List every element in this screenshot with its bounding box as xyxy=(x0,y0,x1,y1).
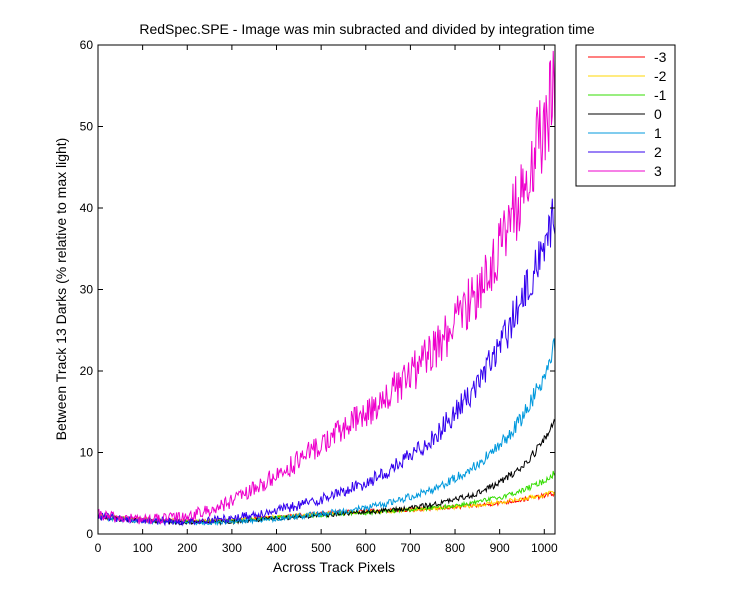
x-tick-label: 100 xyxy=(133,541,153,555)
series-line-1 xyxy=(98,338,555,527)
legend-label: 0 xyxy=(654,106,662,122)
chart-title: RedSpec.SPE - Image was min subracted an… xyxy=(139,21,594,37)
x-tick-label: 500 xyxy=(311,541,331,555)
legend-box xyxy=(575,44,676,187)
y-tick-label: 30 xyxy=(80,283,94,297)
x-tick-label: 1000 xyxy=(531,541,558,555)
x-tick-label: 0 xyxy=(95,541,102,555)
x-tick-label: 300 xyxy=(222,541,242,555)
legend-label: -2 xyxy=(654,68,667,84)
legend-label: 1 xyxy=(654,125,662,141)
x-tick-label: 900 xyxy=(490,541,510,555)
series-group xyxy=(98,50,555,527)
y-tick-label: 40 xyxy=(80,201,94,215)
x-tick-label: 400 xyxy=(267,541,287,555)
legend-label: 2 xyxy=(654,144,662,160)
y-tick-label: 50 xyxy=(80,120,94,134)
legend: -3 -2 -1 0 1 2 3 xyxy=(575,44,676,187)
x-tick-label: 700 xyxy=(400,541,420,555)
x-tick-label: 600 xyxy=(356,541,376,555)
legend-label: 3 xyxy=(654,163,662,179)
y-tick-label: 60 xyxy=(80,38,94,52)
plot-background xyxy=(98,45,555,534)
x-axis-label: Across Track Pixels xyxy=(273,559,395,575)
series-line-3 xyxy=(98,50,555,525)
legend-label: -1 xyxy=(654,87,667,103)
series-line-2 xyxy=(98,198,555,527)
y-tick-label: 20 xyxy=(80,364,94,378)
x-tick-label: 200 xyxy=(177,541,197,555)
y-tick-label: 10 xyxy=(80,446,94,460)
x-tick-label: 800 xyxy=(445,541,465,555)
y-tick-label: 0 xyxy=(86,527,93,541)
y-axis-label: Between Track 13 Darks (% relative to ma… xyxy=(53,138,69,441)
plot-area xyxy=(97,44,556,535)
y-axis: 0 10 20 30 40 50 60 xyxy=(80,38,555,541)
legend-label: -3 xyxy=(654,49,667,65)
x-axis: 0 100 200 300 400 500 600 700 800 900 1000 xyxy=(95,45,558,555)
